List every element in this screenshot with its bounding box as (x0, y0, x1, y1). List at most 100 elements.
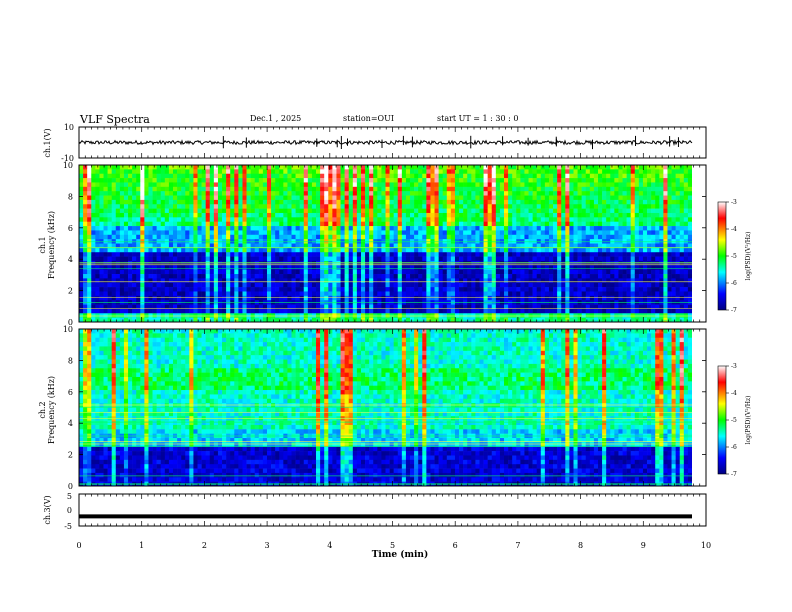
ch1-spectrogram-cell (275, 226, 280, 231)
ch1-spectrogram-cell (164, 195, 170, 201)
ch1-spectrogram-cell (553, 308, 558, 314)
ch1-spectrogram-cell (217, 212, 223, 218)
ch1-spectrogram-cell (532, 308, 538, 314)
ch1-spectrogram-cell (393, 165, 399, 170)
ch1-spectrogram-cell (254, 252, 260, 257)
ch1-spectrogram-cell (634, 243, 640, 249)
ch1-spectrogram-cell (336, 247, 341, 253)
ch1-spectrogram-cell (598, 212, 603, 218)
ch1-spectrogram-cell (479, 278, 484, 284)
ch1-spectrogram-cell (491, 199, 497, 205)
ch1-spectrogram-cell (418, 195, 423, 201)
ch1-spectrogram-cell (540, 212, 546, 218)
ch1-spectrogram-cell (79, 212, 84, 218)
ch1-spectrogram-cell (442, 226, 448, 231)
ch1-spectrogram-cell (422, 221, 427, 227)
ch1-spectrogram-cell (401, 217, 407, 222)
ch1-spectrogram-cell (83, 230, 88, 236)
ch1-spectrogram-cell (271, 204, 276, 209)
ch1-spectrogram-cell (401, 304, 407, 310)
ch1-spectrogram-cell (389, 269, 394, 275)
ch1-spectrogram-cell (598, 287, 603, 292)
ch1-spectrogram-cell (634, 282, 640, 288)
ch1-spectrogram-cell (234, 313, 239, 318)
ch1-spectrogram-cell (626, 178, 631, 183)
ch1-spectrogram-cell (598, 313, 603, 318)
ch1-spectrogram-cell (630, 308, 636, 314)
ch1-spectrogram-cell (593, 178, 599, 183)
ch1-spectrogram-cell (250, 169, 256, 175)
ch1-spectrogram-cell (638, 243, 644, 249)
ch1-spectrogram-cell (320, 274, 325, 279)
ch1-spectrogram-cell (475, 313, 480, 318)
ch1-spectrogram-cell (148, 178, 153, 183)
ch1-spectrogram-cell (463, 295, 468, 301)
ch1-spectrogram-cell (385, 269, 390, 275)
ch1-spectrogram-cell (275, 308, 280, 314)
ch1-spectrogram-cell (491, 265, 497, 270)
ch1-spectrogram-cell (189, 178, 194, 183)
ch1-spectrogram-cell (360, 274, 366, 279)
ch1-spectrogram-cell (356, 234, 362, 240)
ch1-spectrogram-cell (512, 247, 517, 253)
ch1-spectrogram-cell (295, 291, 300, 297)
ch1-spectrogram-cell (565, 234, 570, 240)
ch1-spectrogram-cell (442, 169, 448, 175)
ch1-spectrogram-cell (83, 173, 88, 179)
ch1-spectrogram-cell (520, 226, 525, 231)
ch1-spectrogram-cell (213, 217, 219, 222)
ch1-spectrogram-cell (487, 186, 493, 192)
ch1-spectrogram-cell (95, 287, 100, 292)
ch1-spectrogram-cell (79, 243, 84, 249)
ch1-spectrogram-cell (581, 247, 587, 253)
ch1-spectrogram-cell (397, 295, 403, 301)
ch1-spectrogram-cell (115, 217, 121, 222)
ch1-spectrogram-cell (410, 178, 415, 183)
ch1-spectrogram-cell (177, 274, 182, 279)
ch1-spectrogram-cell (189, 199, 194, 205)
ch1-spectrogram-cell (397, 186, 403, 192)
ch1-spectrogram-cell (585, 217, 591, 222)
ch1-spectrogram-cell (132, 191, 137, 196)
ch1-spectrogram-cell (181, 295, 186, 301)
ch1-spectrogram-cell (238, 178, 243, 183)
ch1-spectrogram-cell (577, 269, 582, 275)
ch1-spectrogram-cell (144, 291, 149, 297)
ch1-spectrogram-cell (483, 274, 488, 279)
ch1-spectrogram-cell (565, 212, 570, 218)
ch1-spectrogram-cell (168, 191, 174, 196)
ch1-spectrogram-cell (250, 274, 256, 279)
ch1-spectrogram-cell (140, 243, 145, 249)
ch1-spectrogram-cell (622, 212, 627, 218)
ch1-spectrogram-cell (168, 217, 174, 222)
ch1-spectrogram-cell (389, 274, 394, 279)
ch1-spectrogram-cell (103, 226, 108, 231)
ch1-spectrogram-cell (471, 234, 476, 240)
ch1-spectrogram-cell (585, 265, 591, 270)
ch1-spectrogram-cell (410, 230, 415, 236)
ch1-spectrogram-cell (201, 304, 206, 310)
ch1-spectrogram-cell (168, 256, 174, 262)
ch1-spectrogram-cell (128, 247, 133, 253)
ch1-spectrogram-cell (393, 308, 399, 314)
ch1-spectrogram-cell (283, 230, 288, 236)
ch1-spectrogram-cell (115, 282, 121, 288)
ch1-spectrogram-cell (128, 169, 133, 175)
ch1-spectrogram-cell (279, 169, 284, 175)
ch1-spectrogram-cell (377, 308, 382, 314)
ch1-spectrogram-cell (557, 182, 562, 188)
ch1-spectrogram-cell (626, 169, 631, 175)
ch1-spectrogram-cell (487, 208, 493, 214)
ch1-spectrogram-cell (177, 208, 182, 214)
ch1-spectrogram-cell (144, 278, 149, 284)
ch1-spectrogram-cell (316, 247, 321, 253)
ch1-spectrogram-cell (634, 304, 640, 310)
ch1-spectrogram-cell (356, 247, 362, 253)
ch1-spectrogram-cell (536, 304, 542, 310)
ch1-spectrogram-cell (454, 230, 460, 236)
ch1-spectrogram-cell (111, 234, 117, 240)
ch1-spectrogram-cell (128, 165, 133, 170)
ch1-spectrogram-cell (397, 287, 403, 292)
ch1-spectrogram-cell (128, 269, 133, 275)
ch1-spectrogram-cell (303, 191, 309, 196)
